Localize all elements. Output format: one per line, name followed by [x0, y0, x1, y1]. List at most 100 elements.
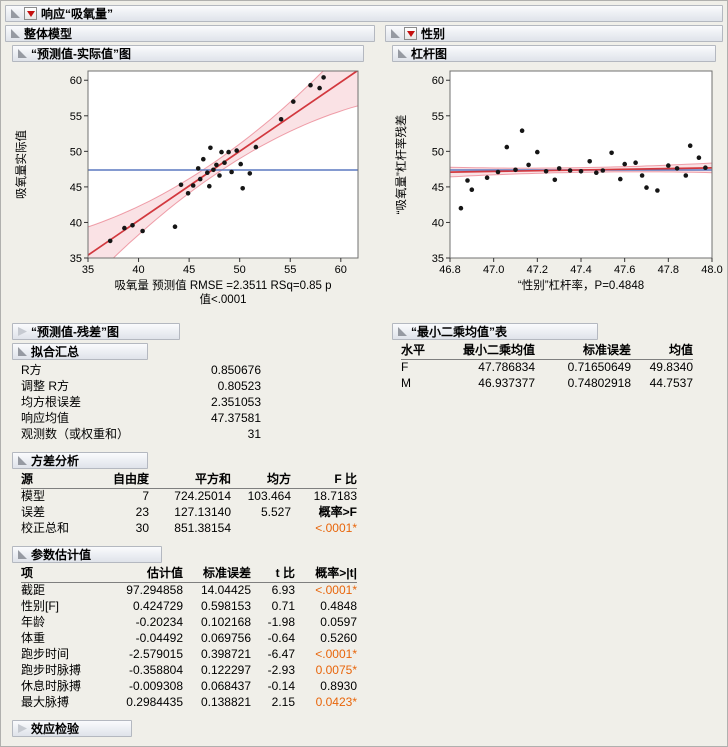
svg-text:50: 50 — [432, 146, 444, 158]
table-cell: 0.102168 — [200, 615, 251, 629]
svg-text:60: 60 — [70, 75, 82, 87]
column-header: 标准误差 — [535, 343, 631, 360]
column-header: 均方 — [231, 472, 291, 489]
table-cell: 0.069756 — [200, 631, 251, 645]
table-cell: -2.93 — [267, 663, 295, 677]
disclosure-open-icon[interactable] — [398, 327, 407, 336]
svg-text:“性别”杠杆率，P=0.4848: “性别”杠杆率，P=0.4848 — [518, 278, 644, 292]
response-title: 响应“吸氧量” — [41, 7, 114, 21]
table-cell: 2.15 — [271, 695, 295, 709]
disclosure-open-icon[interactable] — [11, 9, 20, 18]
disclosure-open-icon[interactable] — [18, 456, 27, 465]
column-header: 水平 — [401, 343, 439, 360]
lsmeans-table: 水平 最小二乘均值 标准误差 均值 F 47.786834 0.71650649 49… — [401, 343, 693, 392]
disclosure-open-icon[interactable] — [18, 347, 27, 356]
table-cell: 年龄 — [21, 615, 46, 629]
svg-text:吸氧量实际值: 吸氧量实际值 — [14, 130, 28, 199]
table-cell — [231, 521, 291, 537]
disclosure-open-icon[interactable] — [391, 29, 400, 38]
disclosure-open-icon[interactable] — [398, 49, 407, 58]
svg-text:35: 35 — [432, 253, 444, 265]
table-row: 体重 -0.04492 0.069756 -0.64 0.5260 — [21, 631, 357, 647]
table-cell: 127.13140 — [174, 505, 231, 519]
svg-text:55: 55 — [432, 111, 444, 123]
column-header: 估计值 — [107, 566, 183, 583]
svg-text:40: 40 — [432, 217, 444, 229]
table-cell: 851.38154 — [174, 521, 231, 535]
table-cell: -0.009308 — [128, 679, 183, 693]
disclosure-open-icon[interactable] — [18, 550, 27, 559]
actual-by-predicted-title: “预测值-实际值”图 — [31, 47, 131, 61]
outline-bar-response[interactable]: 响应“吸氧量” — [5, 5, 723, 22]
svg-text:35: 35 — [82, 264, 94, 276]
outline-bar-whole-model[interactable]: 整体模型 — [5, 25, 375, 42]
gender-title: 性别 — [421, 27, 446, 41]
table-cell: 47.37581 — [210, 411, 261, 425]
table-cell: 49.8340 — [649, 360, 693, 374]
table-cell: 0.0597 — [320, 615, 357, 629]
svg-text:35: 35 — [70, 253, 82, 265]
table-cell: M — [401, 376, 411, 390]
table-row: 观测数（或权重和） 31 — [21, 427, 261, 443]
svg-text:47.2: 47.2 — [527, 264, 548, 276]
disclosure-closed-icon[interactable] — [18, 327, 27, 336]
table-cell: -1.98 — [267, 615, 295, 629]
svg-text:50: 50 — [70, 146, 82, 158]
actual-by-predicted-plot[interactable]: 35 40 45 50 55 60 35 40 45 50 55 60 吸氧量 预测值 RMSE =2.… — [12, 65, 368, 317]
svg-text:“吸氧量”杠杆率残差: “吸氧量”杠杆率残差 — [394, 115, 408, 215]
red-triangle-menu-icon[interactable] — [24, 7, 37, 20]
table-row: 响应均值 47.37581 — [21, 411, 261, 427]
table-cell: 7 — [142, 489, 149, 503]
parameter-estimates-table: 项 估计值 标准误差 t 比 概率>|t| 截距 97.294858 14.0442… — [21, 566, 357, 711]
table-cell: 2.351053 — [210, 395, 261, 409]
disclosure-closed-icon[interactable] — [18, 724, 27, 733]
svg-text:值<.0001: 值<.0001 — [200, 293, 247, 306]
table-row: 跑步时间 -2.579015 0.398721 -6.47 <.0001* — [21, 647, 357, 663]
outline-bar-leverage-plot[interactable]: 杠杆图 — [392, 45, 716, 62]
anova-title: 方差分析 — [31, 454, 80, 468]
table-cell: 休息时脉搏 — [21, 679, 82, 693]
table-cell: 0.122297 — [200, 663, 251, 677]
table-cell: 0.068437 — [200, 679, 251, 693]
column-header: 项 — [21, 566, 107, 583]
disclosure-open-icon[interactable] — [18, 49, 27, 58]
column-header: F 比 — [291, 472, 357, 489]
svg-text:45: 45 — [432, 182, 444, 194]
outline-bar-gender[interactable]: 性别 — [385, 25, 723, 42]
table-cell: 0.5260 — [320, 631, 357, 645]
outline-bar-lsmeans[interactable]: “最小二乘均值”表 — [392, 323, 598, 340]
outline-bar-summary-of-fit[interactable]: 拟合汇总 — [12, 343, 148, 360]
leverage-plot[interactable]: 46.8 47.0 47.2 47.4 47.6 47.8 48.0 35 40 45 50 55 60… — [392, 65, 724, 317]
table-row: 模型 7 724.25014 103.464 18.7183 — [21, 489, 357, 506]
table-cell: 97.294858 — [126, 583, 183, 597]
outline-bar-parameter-estimates[interactable]: 参数估计值 — [12, 546, 162, 563]
red-triangle-menu-icon[interactable] — [404, 27, 417, 40]
outline-bar-anova[interactable]: 方差分析 — [12, 452, 148, 469]
svg-text:47.4: 47.4 — [570, 264, 591, 276]
table-cell: 性别[F] — [21, 599, 59, 613]
table-cell: 最大脉搏 — [21, 695, 70, 709]
outline-bar-effect-tests[interactable]: 效应检验 — [12, 720, 132, 737]
table-cell: 0.80523 — [217, 379, 261, 393]
outline-bar-residual-by-predicted[interactable]: “预测值-残差”图 — [12, 323, 180, 340]
svg-text:55: 55 — [70, 111, 82, 123]
table-cell: -2.579015 — [128, 647, 183, 661]
table-cell: <.0001* — [315, 583, 357, 597]
anova-table: 源 自由度 平方和 均方 F 比 模型 7 724.25014 103.464 18.7… — [21, 472, 357, 537]
table-row: M 46.937377 0.74802918 44.7537 — [401, 376, 693, 392]
disclosure-open-icon[interactable] — [11, 29, 20, 38]
table-cell: 0.398721 — [200, 647, 251, 661]
table-cell: -6.47 — [267, 647, 295, 661]
table-row: 年龄 -0.20234 0.102168 -1.98 0.0597 — [21, 615, 357, 631]
summary-of-fit-table: R方 0.850676 调整 R方 0.80523 均方根误差 2.351053 响应均值 4… — [21, 363, 261, 443]
table-cell: 18.7183 — [313, 489, 357, 503]
outline-bar-actual-by-predicted[interactable]: “预测值-实际值”图 — [12, 45, 364, 62]
whole-model-title: 整体模型 — [24, 27, 73, 41]
column-header: 标准误差 — [183, 566, 251, 583]
table-cell: 31 — [247, 427, 261, 441]
table-row: 截距 97.294858 14.04425 6.93 <.0001* — [21, 583, 357, 600]
column-header: 源 — [21, 472, 93, 489]
table-cell: 响应均值 — [21, 411, 70, 425]
lsmeans-title: “最小二乘均值”表 — [411, 325, 508, 339]
whole-model-column: 整体模型 “预测值-实际值”图 35 40 45 50 55 60 35 40 45 50 55 60… — [5, 25, 375, 740]
